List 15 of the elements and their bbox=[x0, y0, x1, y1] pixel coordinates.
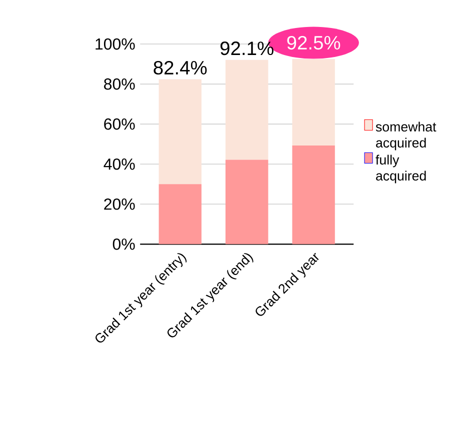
legend-label: fully acquired bbox=[376, 154, 426, 184]
total-label: 92.1% bbox=[220, 42, 274, 56]
bar bbox=[158, 184, 202, 244]
y-tick-label: 40% bbox=[104, 158, 135, 170]
y-tick-label: 100% bbox=[96, 38, 135, 50]
bar bbox=[226, 60, 268, 160]
y-tick-label: 80% bbox=[104, 78, 135, 90]
total-label: 82.4% bbox=[154, 61, 207, 75]
total-label: 92.5% bbox=[287, 36, 340, 50]
bar bbox=[158, 79, 202, 184]
bar bbox=[292, 146, 335, 244]
y-tick-label: 20% bbox=[104, 198, 135, 210]
y-tick-label: 0% bbox=[112, 238, 135, 250]
bar bbox=[226, 160, 268, 244]
y-tick-label: 60% bbox=[104, 118, 135, 130]
